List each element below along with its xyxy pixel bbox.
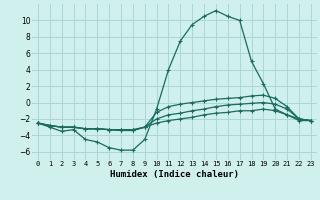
X-axis label: Humidex (Indice chaleur): Humidex (Indice chaleur) [110,170,239,179]
